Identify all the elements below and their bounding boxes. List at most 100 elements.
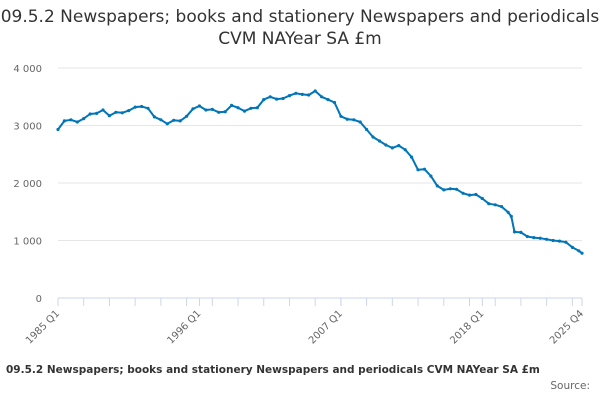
data-point bbox=[461, 191, 465, 195]
y-tick-label: 3 000 bbox=[13, 122, 42, 133]
data-point bbox=[172, 118, 176, 122]
data-point bbox=[435, 184, 439, 188]
x-tick-label: 1985 Q1 bbox=[24, 308, 62, 346]
data-point bbox=[519, 230, 523, 234]
data-point bbox=[287, 94, 292, 98]
data-point bbox=[365, 127, 369, 132]
data-point bbox=[114, 110, 118, 114]
data-point bbox=[107, 114, 111, 118]
y-axis: 0 1 000 2 000 3 000 4 000 bbox=[13, 64, 42, 305]
data-point bbox=[332, 100, 337, 105]
data-point bbox=[551, 238, 555, 243]
data-point bbox=[455, 187, 459, 191]
data-point bbox=[538, 236, 542, 240]
x-axis: 1985 Q1 1996 Q1 2007 Q1 2018 Q1 2025 Q4 bbox=[24, 297, 586, 346]
data-point bbox=[422, 167, 427, 171]
data-point bbox=[557, 239, 562, 243]
data-point bbox=[82, 117, 86, 121]
data-point bbox=[448, 187, 452, 191]
data-point bbox=[506, 210, 510, 214]
y-tick-label: 4 000 bbox=[13, 64, 42, 75]
data-point bbox=[326, 98, 330, 102]
data-point bbox=[236, 106, 240, 110]
data-point bbox=[480, 196, 484, 201]
data-point bbox=[564, 240, 568, 244]
data-point bbox=[358, 120, 362, 124]
series-line bbox=[57, 90, 583, 254]
data-point bbox=[242, 109, 247, 113]
data-point bbox=[307, 93, 311, 97]
data-point bbox=[101, 108, 105, 112]
data-point bbox=[545, 237, 549, 241]
data-point bbox=[95, 111, 99, 115]
data-point bbox=[69, 118, 73, 122]
data-point bbox=[281, 96, 285, 101]
data-point bbox=[62, 119, 66, 123]
y-tick-label: 0 bbox=[36, 294, 42, 305]
data-point bbox=[140, 104, 144, 109]
data-point bbox=[127, 109, 131, 113]
y-tick-label: 2 000 bbox=[13, 179, 42, 190]
data-point bbox=[512, 230, 517, 234]
data-point bbox=[223, 110, 227, 114]
data-point bbox=[487, 202, 491, 206]
data-point bbox=[146, 106, 150, 110]
data-point bbox=[255, 106, 259, 110]
data-point bbox=[294, 91, 298, 95]
data-point bbox=[493, 203, 497, 207]
data-point bbox=[159, 118, 163, 122]
data-point bbox=[133, 105, 137, 109]
data-point bbox=[249, 106, 253, 110]
data-point bbox=[377, 139, 382, 143]
data-point bbox=[185, 114, 189, 118]
grid-lines bbox=[58, 67, 582, 299]
data-point bbox=[300, 92, 304, 96]
data-point bbox=[509, 214, 513, 218]
y-tick-label: 1 000 bbox=[13, 237, 42, 248]
data-point bbox=[75, 120, 79, 124]
data-point bbox=[268, 95, 272, 99]
data-point bbox=[313, 89, 317, 93]
data-point bbox=[429, 174, 433, 178]
x-tick-label: 1996 Q1 bbox=[165, 308, 203, 346]
data-point bbox=[210, 107, 214, 111]
data-point bbox=[204, 108, 208, 112]
x-tick-label: 2025 Q4 bbox=[548, 308, 586, 346]
data-point bbox=[410, 155, 414, 159]
data-point bbox=[178, 119, 182, 123]
data-point bbox=[570, 245, 575, 249]
data-point bbox=[88, 112, 92, 116]
series-layer bbox=[56, 89, 584, 255]
data-point bbox=[230, 103, 234, 107]
data-point bbox=[403, 148, 407, 152]
data-point bbox=[580, 251, 584, 255]
data-point bbox=[352, 118, 356, 122]
data-point bbox=[339, 114, 343, 118]
chart-title: 09.5.2 Newspapers; books and stationery … bbox=[0, 7, 600, 49]
data-point bbox=[191, 107, 195, 111]
data-point bbox=[474, 192, 478, 197]
data-point bbox=[217, 110, 221, 114]
data-point bbox=[262, 98, 266, 102]
data-point bbox=[384, 143, 388, 147]
data-point bbox=[500, 205, 504, 209]
data-point bbox=[371, 135, 375, 139]
x-tick-label: 2018 Q1 bbox=[448, 308, 486, 346]
chart-caption: 09.5.2 Newspapers; books and stationery … bbox=[6, 364, 540, 376]
data-point bbox=[275, 97, 279, 101]
data-point bbox=[397, 144, 401, 148]
data-point bbox=[152, 115, 156, 119]
data-point bbox=[525, 234, 529, 239]
data-point bbox=[345, 117, 349, 121]
data-point bbox=[320, 95, 324, 99]
data-point bbox=[390, 146, 394, 150]
data-point bbox=[120, 111, 124, 115]
data-point bbox=[416, 168, 420, 172]
data-point bbox=[165, 122, 169, 126]
data-point bbox=[532, 236, 536, 240]
data-point bbox=[442, 188, 446, 192]
data-point bbox=[467, 193, 472, 197]
x-tick-label: 2007 Q1 bbox=[307, 308, 345, 346]
